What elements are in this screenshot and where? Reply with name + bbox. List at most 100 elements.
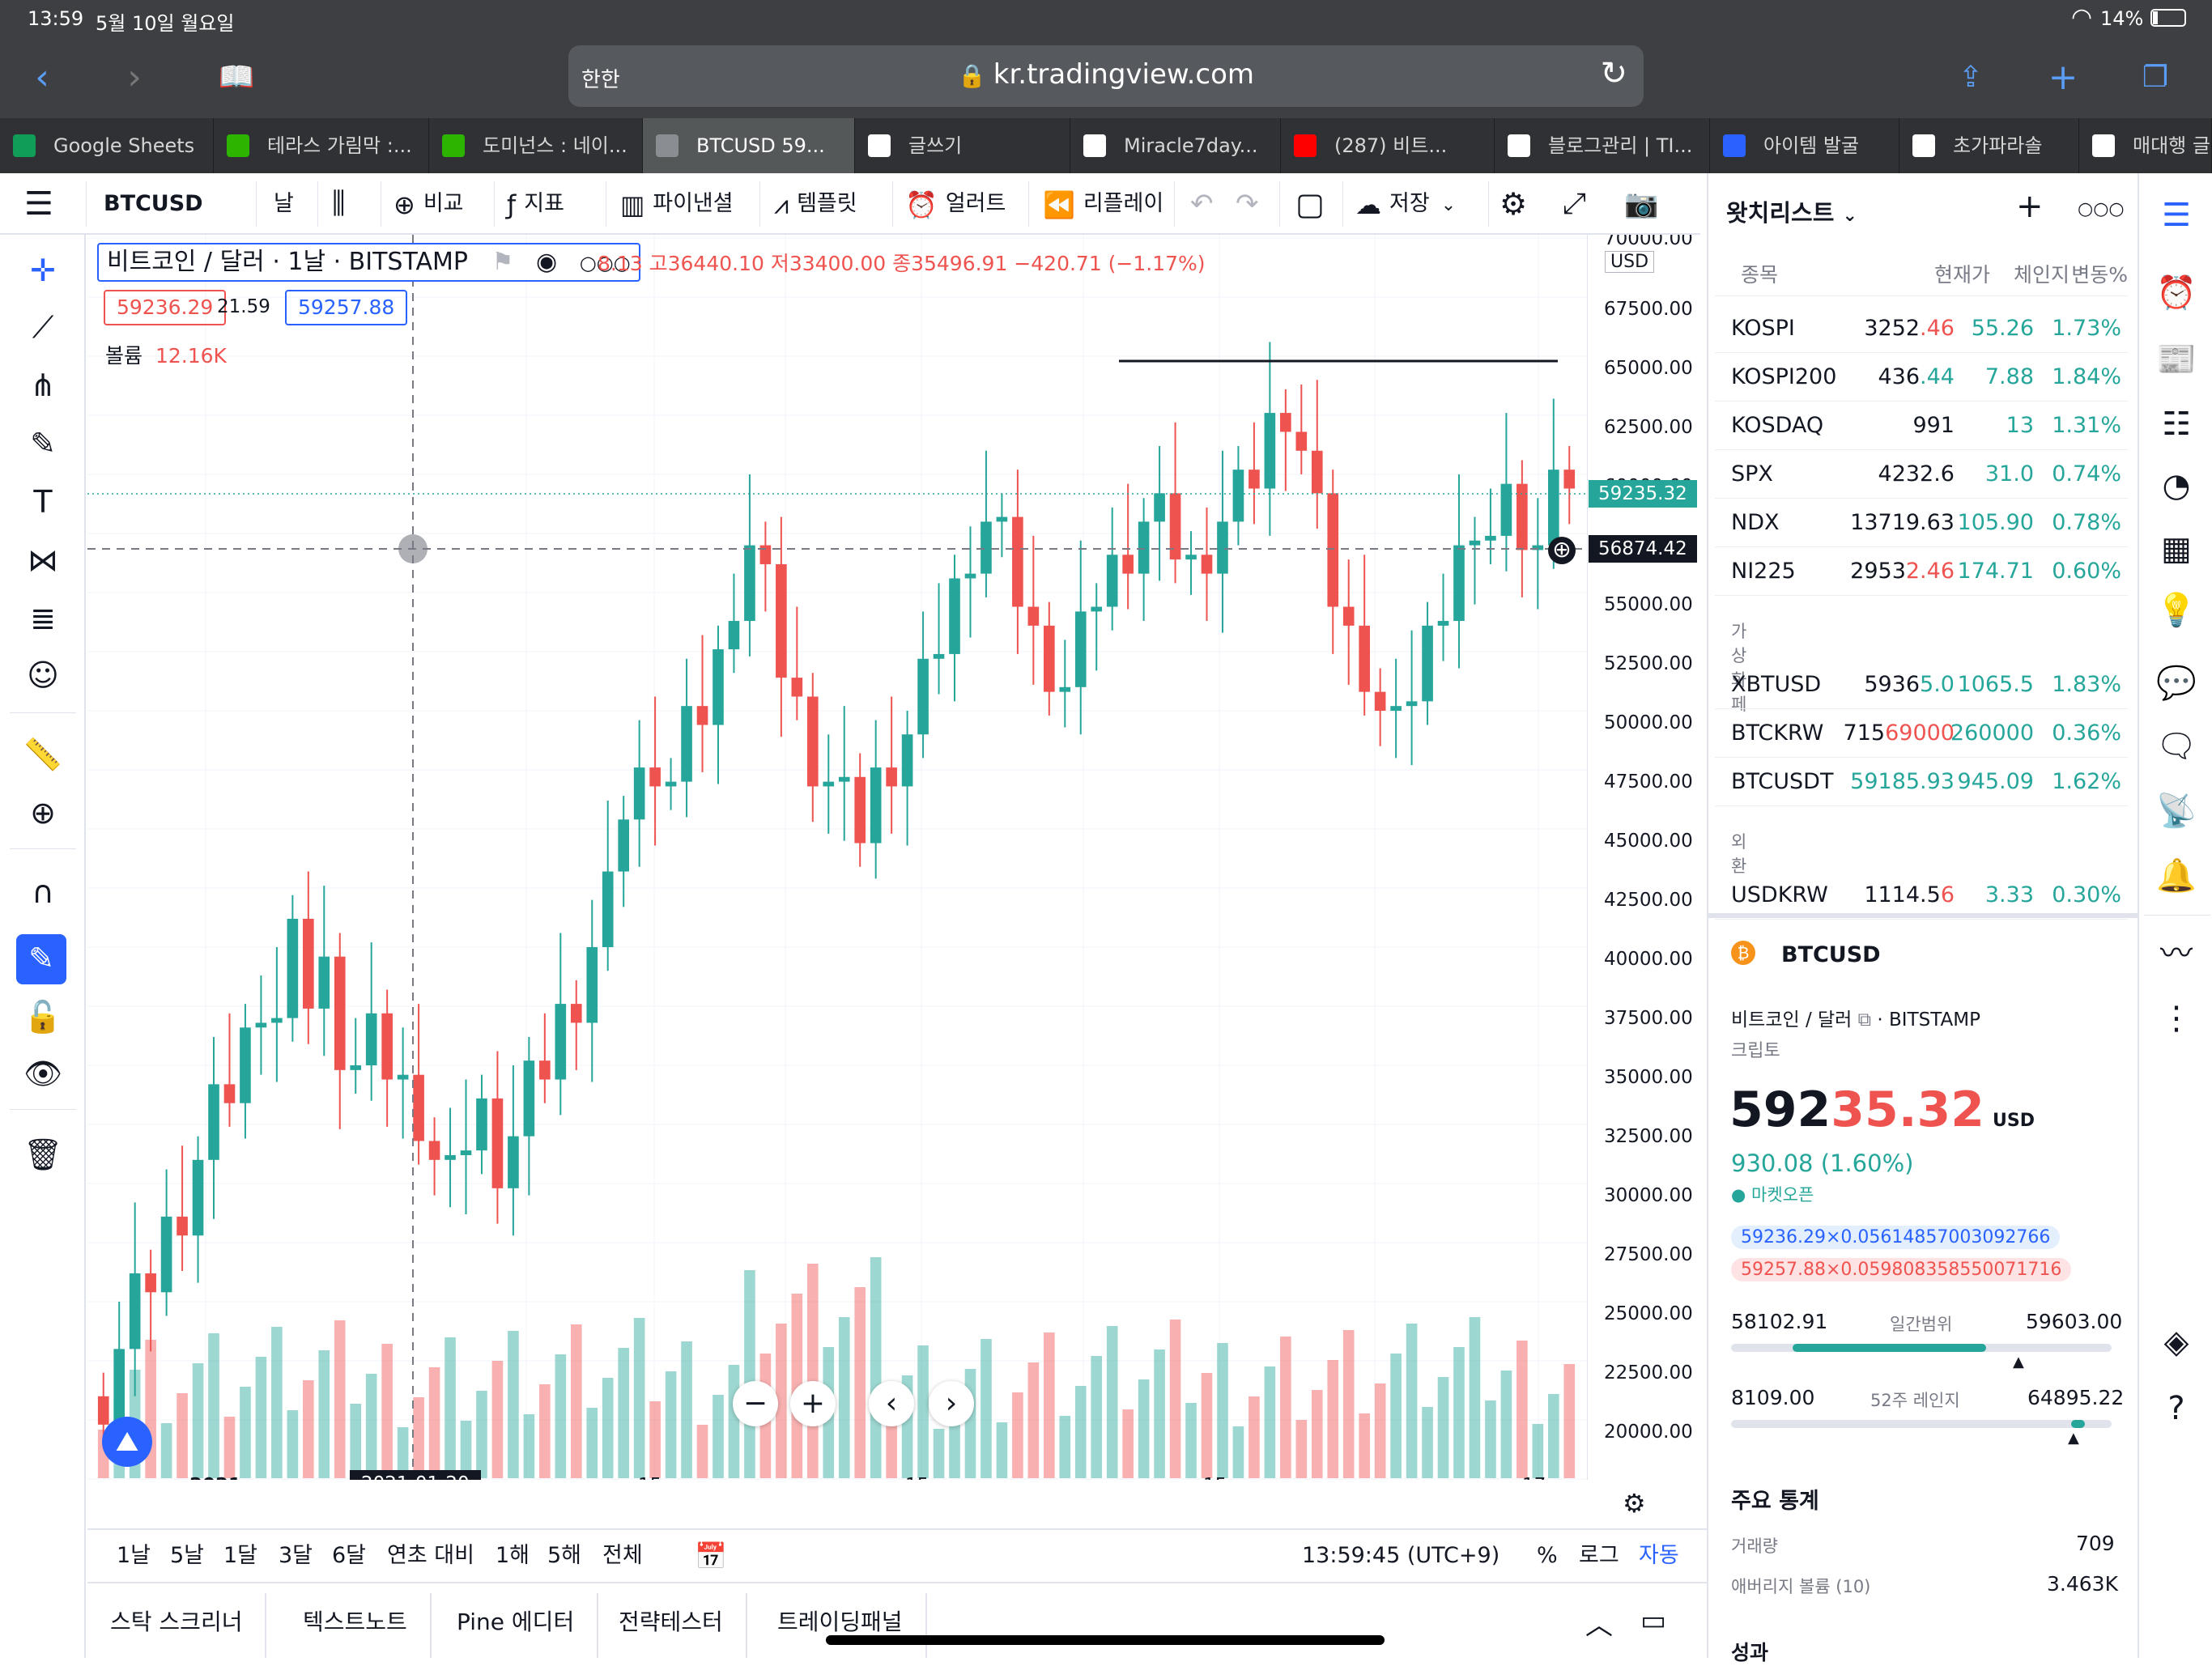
- comments-icon[interactable]: 🗨: [2155, 728, 2197, 765]
- eye-icon[interactable]: ◉: [535, 248, 558, 276]
- browser-tab[interactable]: 글쓰기: [855, 118, 1070, 173]
- browser-tab[interactable]: Miracle7day...: [1070, 118, 1281, 173]
- indicators-button[interactable]: ƒ 지표: [507, 173, 564, 235]
- watchlist-col-header[interactable]: 현재가: [1933, 263, 1990, 287]
- external-link-icon[interactable]: ⧉: [1857, 1009, 1872, 1031]
- layers-icon[interactable]: ◈: [2163, 1324, 2189, 1361]
- address-bar[interactable]: 한한 🔒 kr.tradingview.com ↻: [568, 45, 1644, 107]
- ask-box[interactable]: 59257.88: [285, 290, 408, 325]
- ruler-icon[interactable]: 📏: [23, 737, 62, 772]
- add-symbol-icon[interactable]: +: [2016, 188, 2044, 225]
- tabs-overview-icon[interactable]: ❐: [2142, 61, 2169, 94]
- symbol-button[interactable]: BTCUSD: [104, 191, 203, 216]
- candle-style-icon[interactable]: ⫼: [332, 187, 346, 220]
- forward-icon[interactable]: ›: [127, 57, 142, 98]
- watchlist-title[interactable]: 왓치리스트 ⌄: [1726, 194, 1857, 228]
- fullscreen-icon[interactable]: ⤢: [1563, 187, 1586, 220]
- browser-tab[interactable]: 매대행 글...: [2079, 118, 2212, 173]
- watchlist-col-header[interactable]: 체인지: [2013, 263, 2069, 287]
- watchlist-row[interactable]: XBTUSD 59365.0 1065.5 1.83%: [1715, 661, 2128, 709]
- price-chart[interactable]: 70000.0067500.0065000.0062500.0060000.00…: [87, 235, 1707, 1480]
- forecast-icon[interactable]: ≣: [30, 601, 56, 636]
- bell-icon[interactable]: 🔔: [2156, 857, 2197, 895]
- watchlist-row[interactable]: KOSPI200 436.44 7.88 1.84%: [1715, 353, 2128, 402]
- zoom-in-button[interactable]: +: [790, 1381, 836, 1426]
- watchlist-col-header[interactable]: 종목: [1741, 263, 1779, 287]
- range-button[interactable]: 연초 대비: [387, 1543, 474, 1568]
- browser-tab[interactable]: BTCUSD 59...: [643, 118, 855, 173]
- clock[interactable]: 13:59:45 (UTC+9): [1302, 1543, 1500, 1568]
- new-tab-icon[interactable]: +: [2048, 57, 2078, 98]
- range-button[interactable]: 5해: [547, 1543, 582, 1568]
- watchlist-row[interactable]: BTCKRW 71569000 260000 0.36%: [1715, 709, 2128, 758]
- browser-tab[interactable]: 아이템 발굴: [1710, 118, 1899, 173]
- save-button[interactable]: ☁ 저장 ⌄: [1355, 173, 1456, 235]
- panel-tab[interactable]: 트레이딩패널: [755, 1593, 927, 1658]
- watchlist-col-header[interactable]: 변동%: [2071, 263, 2128, 287]
- browser-tab[interactable]: 초가파라솔: [1899, 118, 2079, 173]
- chat-icon[interactable]: 💬: [2156, 665, 2197, 702]
- tradingview-logo-icon[interactable]: ⛰: [102, 1417, 152, 1467]
- interval-button[interactable]: 날: [274, 191, 294, 216]
- scroll-right-button[interactable]: ›: [929, 1381, 974, 1426]
- alert-button[interactable]: ⏰ 얼러트: [905, 173, 1006, 235]
- replay-button[interactable]: ⏪ 리플레이: [1043, 173, 1163, 235]
- watchlist-row[interactable]: SPX 4232.6 31.0 0.74%: [1715, 450, 2128, 499]
- gear-icon[interactable]: ⚙: [1499, 186, 1528, 222]
- browser-tab[interactable]: 테라스 가림막 :...: [214, 118, 429, 173]
- detail-name[interactable]: 비트코인 / 달러: [1731, 1009, 1853, 1031]
- news-icon[interactable]: 📰: [2156, 341, 2197, 378]
- bookmarks-icon[interactable]: 📖: [218, 61, 255, 94]
- drawing-lock-icon[interactable]: ✎: [16, 934, 66, 984]
- log-toggle[interactable]: 로그: [1579, 1543, 1619, 1568]
- emoji-icon[interactable]: ☺: [27, 657, 59, 693]
- browser-tab[interactable]: 블로그관리 | TI...: [1495, 118, 1710, 173]
- watchlist-row[interactable]: NDX 13719.63 105.90 0.78%: [1715, 499, 2128, 547]
- help-icon[interactable]: ?: [2167, 1390, 2185, 1427]
- hotlist-icon[interactable]: ☷: [2162, 406, 2191, 443]
- range-button[interactable]: 5날: [170, 1543, 205, 1568]
- flag-icon[interactable]: ⚑: [491, 248, 514, 276]
- financials-button[interactable]: ▥ 파이낸셜: [620, 173, 734, 235]
- redo-icon[interactable]: ↷: [1236, 188, 1259, 220]
- watchlist-group-label[interactable]: 외환: [1731, 832, 1747, 876]
- watchlist-icon[interactable]: ☰: [2162, 197, 2191, 234]
- calendar-icon[interactable]: ▦: [2161, 530, 2192, 567]
- alarm-clock-icon[interactable]: ⏰: [2156, 274, 2197, 312]
- panel-tab[interactable]: 전략테스터: [596, 1593, 747, 1658]
- browser-tab[interactable]: Google Sheets: [0, 118, 214, 173]
- undo-icon[interactable]: ↶: [1190, 188, 1214, 220]
- watchlist-row[interactable]: KOSDAQ 991 13 1.31%: [1715, 402, 2128, 450]
- layout-icon[interactable]: ▢: [1295, 186, 1325, 222]
- trash-icon[interactable]: 🗑: [23, 1137, 63, 1172]
- camera-icon[interactable]: 📷: [1624, 188, 1659, 220]
- panel-tab[interactable]: 스탁 스크리너: [87, 1593, 267, 1658]
- brush-icon[interactable]: ✎: [30, 426, 56, 461]
- magnet-icon[interactable]: ∩: [32, 874, 54, 910]
- add-alert-icon[interactable]: ⊕: [1548, 537, 1576, 564]
- trend-line-icon[interactable]: ⟋: [32, 309, 54, 345]
- back-icon[interactable]: ‹: [35, 57, 49, 98]
- streams-icon[interactable]: 📡: [2156, 793, 2197, 830]
- watchlist-group-label[interactable]: 가상화페: [1731, 622, 1747, 714]
- percent-toggle[interactable]: %: [1537, 1543, 1558, 1568]
- range-button[interactable]: 전체: [602, 1543, 643, 1568]
- watchlist-more-icon[interactable]: ○○○: [2078, 199, 2125, 219]
- menu-icon[interactable]: ☰: [24, 185, 53, 223]
- trend-icon[interactable]: 〰: [2160, 935, 2193, 972]
- pattern-icon[interactable]: ⋈: [28, 542, 58, 578]
- zoom-out-button[interactable]: −: [733, 1381, 778, 1426]
- timezone-gear-icon[interactable]: ⚙: [1623, 1488, 1646, 1519]
- share-icon[interactable]: ⇪: [1958, 61, 1984, 94]
- range-button[interactable]: 1달: [223, 1543, 258, 1568]
- ideas-icon[interactable]: 💡: [2156, 592, 2197, 629]
- range-button[interactable]: 1날: [117, 1543, 151, 1568]
- maximize-panel-icon[interactable]: ▭: [1640, 1604, 1667, 1637]
- range-button[interactable]: 3달: [279, 1543, 313, 1568]
- reload-icon[interactable]: ↻: [1600, 55, 1627, 92]
- calendar-icon[interactable]: 📅: [695, 1541, 727, 1571]
- chevron-up-icon[interactable]: ︿: [1585, 1609, 1613, 1642]
- more-icon[interactable]: ○○○: [579, 252, 631, 274]
- price-axis[interactable]: 70000.0067500.0065000.0062500.0060000.00…: [1587, 235, 1707, 1480]
- browser-tab[interactable]: (287) 비트...: [1281, 118, 1495, 173]
